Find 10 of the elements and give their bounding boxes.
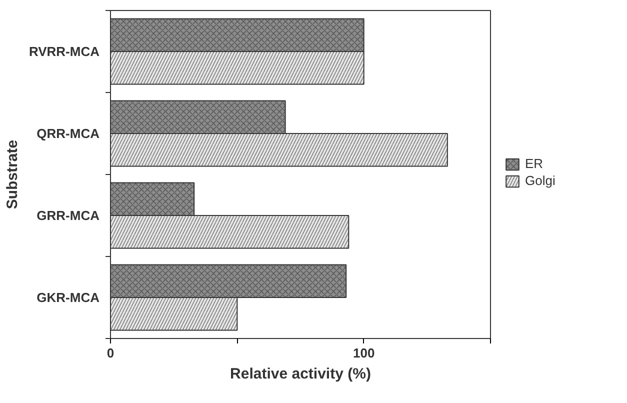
y-tick-label: GKR-MCA: [36, 290, 100, 305]
legend-label: ER: [525, 156, 544, 171]
x-tick-label: 0: [106, 346, 114, 360]
y-tick-label: RVRR-MCA: [28, 44, 100, 59]
y-tick-label: QRR-MCA: [36, 126, 100, 141]
x-axis-title: Relative activity (%): [230, 366, 371, 382]
y-axis-title: Substrate: [4, 140, 21, 210]
legend-label: Golgi: [525, 173, 556, 188]
x-tick-label: 100: [352, 346, 375, 360]
y-tick-label: GRR-MCA: [36, 208, 100, 223]
